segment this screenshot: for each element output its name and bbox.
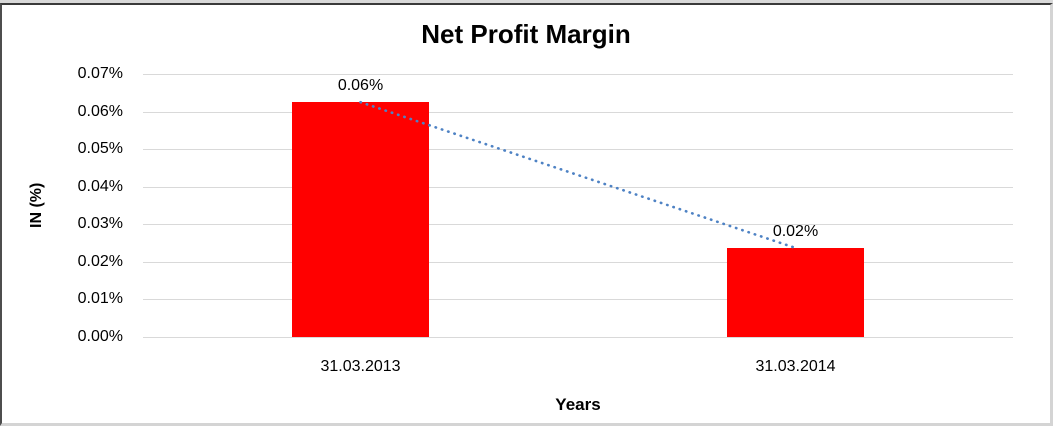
gridline	[143, 337, 1013, 338]
gridline	[143, 149, 1013, 151]
y-tick-label: 0.06%	[77, 102, 123, 120]
bar-31.03.2013	[292, 102, 429, 337]
x-axis-title: Years	[555, 395, 601, 414]
gridline	[143, 261, 1013, 263]
gridline	[143, 74, 1013, 75]
net-profit-margin-chart: Net Profit Margin IN (%) 0.07% 0.06% 0.05%…	[0, 3, 1053, 426]
gridline	[143, 299, 1013, 301]
data-label: 0.02%	[772, 222, 819, 240]
chart-title: Net Profit Margin	[421, 19, 631, 49]
gridline	[143, 224, 1013, 226]
y-tick-label: 0.01%	[77, 290, 123, 308]
gridline	[143, 111, 1013, 113]
x-tick-label: 31.03.2014	[755, 358, 836, 375]
trendline	[359, 100, 797, 250]
plot-area	[143, 74, 1013, 338]
y-tick-label: 0.03%	[77, 215, 123, 233]
y-tick-label: 0.00%	[77, 328, 123, 345]
y-tick-label: 0.04%	[77, 177, 123, 195]
y-tick-label: 0.07%	[77, 65, 123, 82]
bar-31.03.2014	[727, 247, 864, 337]
gridline	[143, 186, 1013, 188]
y-tick-label: 0.05%	[77, 140, 123, 158]
y-tick-label: 0.02%	[77, 252, 123, 270]
x-tick-label: 31.03.2013	[320, 358, 401, 375]
data-label: 0.06%	[337, 77, 384, 95]
